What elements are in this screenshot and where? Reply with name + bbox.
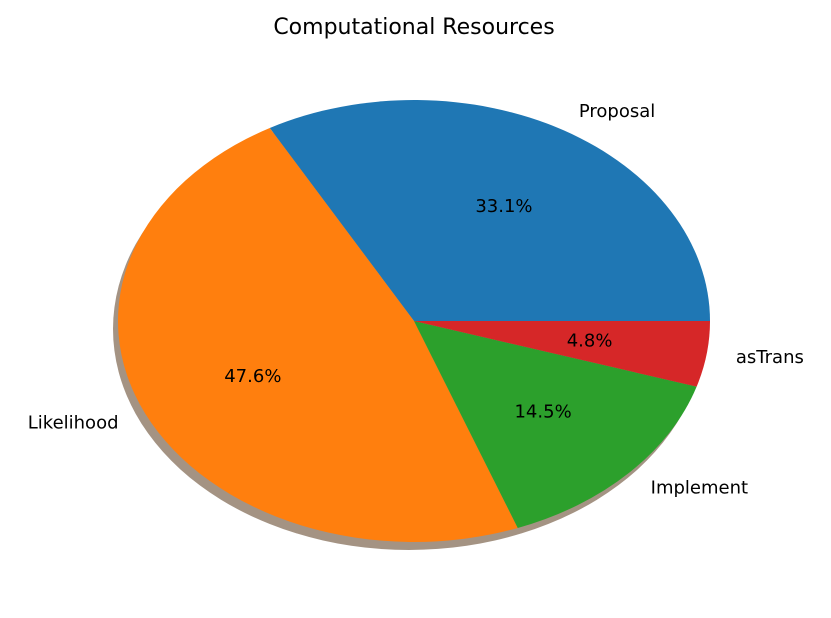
slice-pct-implement: 14.5% <box>514 402 571 423</box>
pie-slice-astrans <box>414 321 710 387</box>
slice-label-proposal: Proposal <box>579 101 655 122</box>
chart-title: Computational Resources <box>273 15 554 40</box>
slice-label-astrans: asTrans <box>736 347 804 368</box>
slice-pct-astrans: 4.8% <box>567 330 613 351</box>
slice-label-implement: Implement <box>651 477 748 498</box>
pie-labels: Proposal 33.1% Likelihood 47.6% Implement 14.… <box>28 101 804 499</box>
slice-pct-likelihood: 47.6% <box>224 366 281 387</box>
slice-label-likelihood: Likelihood <box>28 413 119 434</box>
pie-slice-implement <box>414 321 697 528</box>
pie-slices <box>117 100 710 543</box>
slice-pct-proposal: 33.1% <box>475 196 532 217</box>
pie-slice-proposal <box>269 100 710 321</box>
pie-slice-likelihood <box>117 128 518 543</box>
